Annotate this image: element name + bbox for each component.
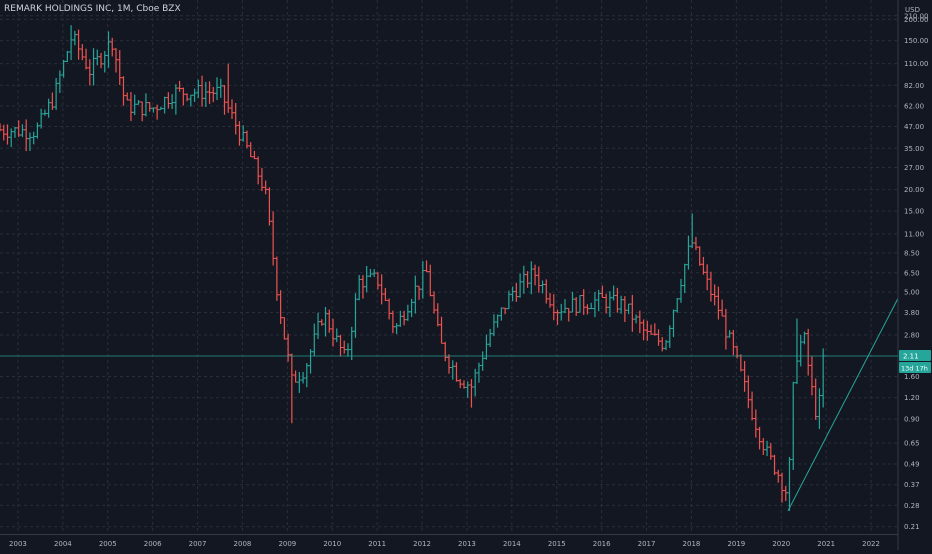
y-tick-label: 0.90	[904, 415, 920, 423]
y-tick-label: 1.20	[904, 394, 920, 402]
y-tick-label: 150.00	[904, 37, 929, 45]
x-tick-label: 2014	[503, 540, 521, 548]
x-tick-label: 2015	[548, 540, 566, 548]
x-tick-label: 2008	[234, 540, 252, 548]
x-tick-label: 2009	[278, 540, 296, 548]
price-tag-layer: 2.11 13d 17h	[0, 349, 931, 373]
x-tick-label: 2017	[638, 540, 656, 548]
y-tick-label: 210.00	[904, 12, 929, 20]
y-tick-label: 0.28	[904, 502, 920, 510]
y-tick-label: 3.80	[904, 309, 920, 317]
countdown-tag	[899, 361, 931, 373]
x-tick-label: 2004	[54, 540, 72, 548]
x-tick-label: 2021	[817, 540, 835, 548]
y-tick-label: 5.00	[904, 289, 920, 297]
y-tick-label: 6.50	[904, 269, 920, 277]
last-price-value: 2.11	[903, 352, 919, 360]
currency-label: USD	[905, 6, 920, 14]
y-tick-label: 0.65	[904, 440, 920, 448]
chart-title: REMARK HOLDINGS INC, 1M, Cboe BZX	[4, 4, 181, 14]
y-tick-label: 27.00	[904, 164, 924, 172]
x-tick-label: 2016	[593, 540, 611, 548]
x-tick-label: 2020	[772, 540, 790, 548]
y-tick-label: 20.00	[904, 186, 924, 194]
x-tick-label: 2003	[9, 540, 27, 548]
y-tick-label: 47.00	[904, 123, 924, 131]
y-tick-label: 0.21	[904, 523, 920, 531]
y-tick-label: 8.50	[904, 249, 920, 257]
x-tick-label: 2019	[727, 540, 745, 548]
x-tick-label: 2022	[862, 540, 880, 548]
last-price-tag	[899, 349, 931, 361]
x-tick-label: 2018	[683, 540, 701, 548]
trendline	[787, 298, 899, 512]
countdown-value: 13d 17h	[901, 364, 928, 372]
y-tick-label: 1.60	[904, 373, 920, 381]
grid-layer	[0, 0, 898, 534]
bars-layer	[0, 25, 826, 511]
x-tick-label: 2012	[413, 540, 431, 548]
trendline-layer[interactable]	[787, 298, 899, 512]
y-tick-label: 110.00	[904, 60, 929, 68]
y-tick-label: 11.00	[904, 230, 924, 238]
x-tick-label: 2013	[458, 540, 476, 548]
y-tick-label: 15.00	[904, 207, 924, 215]
x-tick-label: 2011	[368, 540, 386, 548]
y-tick-label: 82.00	[904, 82, 924, 90]
y-tick-label: 0.49	[904, 460, 920, 468]
x-tick-label: 2006	[144, 540, 162, 548]
x-tick-label: 2005	[99, 540, 117, 548]
x-tick-label: 2010	[323, 540, 341, 548]
y-tick-label: 62.00	[904, 103, 924, 111]
y-tick-label: 2.80	[904, 332, 920, 340]
x-tick-label: 2007	[189, 540, 207, 548]
y-tick-label: 35.00	[904, 145, 924, 153]
y-tick-label: 200.00	[904, 16, 929, 24]
y-tick-label: 0.37	[904, 481, 920, 489]
